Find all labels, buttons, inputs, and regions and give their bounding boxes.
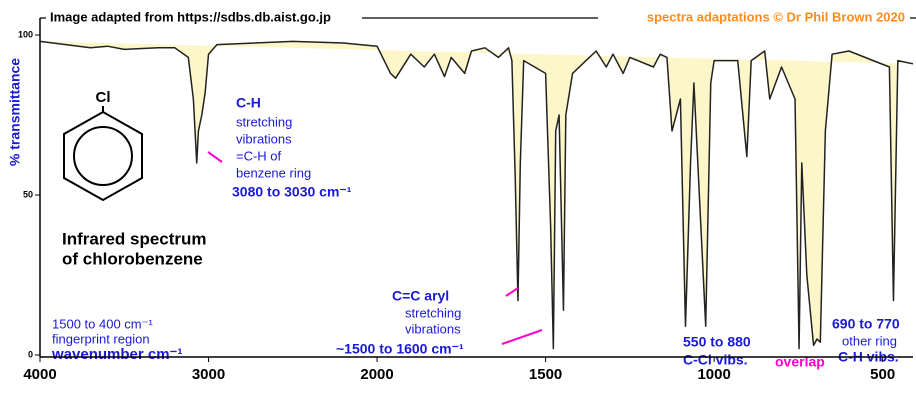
benzene-ring <box>63 110 143 202</box>
ch-line: vibrations <box>236 131 292 146</box>
credit: Image adapted from https://sdbs.db.aist.… <box>50 9 331 24</box>
pointer <box>207 151 223 163</box>
y-tick-label: 50 <box>23 189 33 199</box>
x-tick-label: 3000 <box>192 366 225 383</box>
ccl-line: 550 to 880 <box>683 334 751 350</box>
substituent: Cl <box>96 89 111 106</box>
ch-line: benzene ring <box>236 165 311 180</box>
credit-box <box>46 9 362 27</box>
cc-title: C=C aryl <box>392 288 449 304</box>
cc-range: ~1500 to 1600 cm⁻¹ <box>336 341 464 357</box>
y-axis-label: % transmittance <box>7 58 23 166</box>
pointer <box>501 329 543 345</box>
x-tick-label: 2000 <box>360 366 393 383</box>
x-tick-label: 500 <box>870 366 895 383</box>
copyright: spectra adaptations © Dr Phil Brown 2020 <box>647 9 905 24</box>
cc-line: vibrations <box>405 321 461 336</box>
copyright-box <box>598 9 910 27</box>
title-line: Infrared spectrum <box>62 229 207 248</box>
pointer <box>505 287 519 297</box>
ch-line: stretching <box>236 114 292 129</box>
fingerprint-line: fingerprint region <box>52 331 150 346</box>
y-tick-label: 100 <box>18 29 33 39</box>
x-tick-label: 1500 <box>529 366 562 383</box>
plot-layer <box>39 40 914 350</box>
x-tick-label: 4000 <box>23 366 56 383</box>
ccl-line: C-Cl vibs. <box>683 352 748 368</box>
fingerprint-line: 1500 to 400 cm⁻¹ <box>52 316 153 331</box>
ch-line: =C-H of <box>236 148 282 163</box>
benzene-circle <box>73 126 133 186</box>
x-tick-label: 1000 <box>697 366 730 383</box>
y-tick-label: 0 <box>28 349 33 359</box>
spectrum-line <box>39 40 914 350</box>
x-axis-label: wavenumber cm⁻¹ <box>51 346 182 363</box>
title-line: of chlorobenzene <box>62 249 203 268</box>
cc-line: stretching <box>405 305 461 320</box>
overlap: overlap <box>775 354 825 370</box>
ch-range: 3080 to 3030 cm⁻¹ <box>232 184 352 200</box>
ring-line: 690 to 770 <box>832 316 900 332</box>
ch-title: C-H <box>236 95 261 111</box>
ring-line: other ring <box>842 333 897 348</box>
